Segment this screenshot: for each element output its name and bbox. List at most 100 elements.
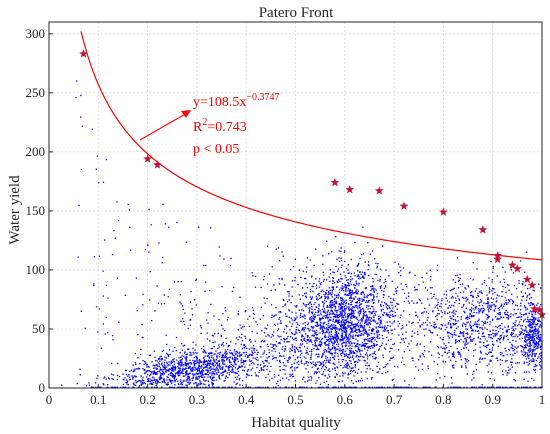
scatter-point (291, 376, 294, 378)
scatter-point (531, 377, 533, 380)
scatter-point (233, 349, 236, 351)
scatter-point (518, 362, 520, 364)
scatter-point (163, 381, 165, 383)
scatter-point (357, 342, 359, 345)
scatter-point (442, 338, 445, 341)
scatter-point (340, 324, 343, 326)
scatter-point (365, 364, 367, 367)
scatter-point (177, 281, 179, 283)
scatter-point (351, 327, 353, 330)
scatter-point (342, 367, 344, 369)
scatter-point (202, 386, 204, 388)
scatter-point (396, 290, 398, 292)
scatter-point (218, 377, 220, 379)
scatter-point (298, 330, 300, 332)
scatter-point (203, 264, 205, 267)
scatter-point (352, 316, 355, 318)
scatter-point (394, 311, 396, 314)
scatter-point (272, 344, 274, 346)
scatter-point (286, 315, 288, 317)
scatter-point (396, 302, 398, 305)
scatter-point (481, 304, 484, 307)
scatter-point (174, 368, 176, 370)
scatter-point (76, 382, 78, 385)
scatter-point (449, 324, 452, 326)
scatter-point (142, 376, 144, 379)
scatter-point (373, 296, 375, 298)
scatter-point (341, 330, 343, 332)
scatter-point (222, 359, 225, 361)
scatter-point (254, 372, 256, 374)
scatter-point (291, 345, 294, 348)
scatter-point (80, 310, 82, 312)
scatter-point (441, 311, 443, 314)
scatter-point (346, 365, 348, 367)
scatter-point (513, 379, 515, 381)
scatter-point (312, 344, 314, 346)
scatter-point (306, 347, 308, 349)
scatter-point (353, 292, 355, 294)
scatter-point (327, 327, 330, 329)
scatter-point (531, 329, 533, 332)
scatter-point (451, 304, 453, 306)
scatter-point (214, 353, 216, 355)
scatter-point (478, 327, 481, 329)
scatter-point (524, 341, 526, 343)
scatter-point (533, 290, 535, 292)
scatter-point (147, 365, 150, 368)
scatter-point (369, 354, 371, 356)
scatter-point (127, 375, 129, 377)
scatter-point (338, 250, 340, 252)
scatter-point (334, 309, 336, 311)
scatter-point (220, 335, 222, 338)
scatter-point (353, 311, 355, 313)
scatter-point (144, 372, 147, 374)
scatter-point (363, 328, 365, 330)
scatter-point (263, 332, 266, 334)
scatter-point (477, 319, 480, 322)
scatter-point (372, 281, 374, 283)
scatter-point (176, 359, 178, 361)
scatter-point (492, 329, 494, 331)
scatter-point (365, 331, 368, 334)
scatter-point (102, 270, 104, 272)
scatter-point (295, 347, 298, 350)
scatter-point (377, 301, 380, 303)
scatter-point (529, 337, 531, 339)
scatter-point (310, 315, 312, 318)
scatter-point (464, 345, 466, 347)
scatter-point (334, 294, 336, 296)
scatter-point (371, 305, 373, 307)
scatter-point (455, 310, 457, 313)
scatter-point (526, 318, 529, 320)
scatter-point (381, 372, 383, 375)
scatter-point (332, 282, 334, 285)
scatter-point (506, 329, 509, 331)
scatter-point (319, 341, 321, 343)
scatter-point (466, 299, 468, 301)
scatter-point (495, 386, 498, 388)
scatter-point (531, 355, 533, 357)
scatter-point (512, 345, 514, 347)
scatter-point (96, 155, 98, 157)
scatter-point (152, 364, 154, 366)
scatter-point (406, 324, 408, 326)
scatter-point (527, 334, 529, 336)
scatter-point (299, 356, 301, 359)
scatter-point (381, 334, 383, 337)
scatter-point (334, 341, 336, 344)
scatter-point (446, 300, 448, 302)
scatter-point (274, 350, 276, 353)
scatter-point (421, 277, 423, 279)
scatter-point (520, 305, 522, 307)
scatter-point (487, 315, 490, 318)
scatter-point (218, 371, 220, 373)
scatter-point (488, 316, 490, 318)
scatter-point (353, 298, 355, 300)
scatter-point (332, 288, 335, 290)
scatter-point (126, 380, 129, 382)
scatter-point (207, 367, 209, 369)
scatter-point (317, 368, 319, 371)
scatter-point (416, 343, 419, 345)
scatter-point (520, 291, 522, 293)
